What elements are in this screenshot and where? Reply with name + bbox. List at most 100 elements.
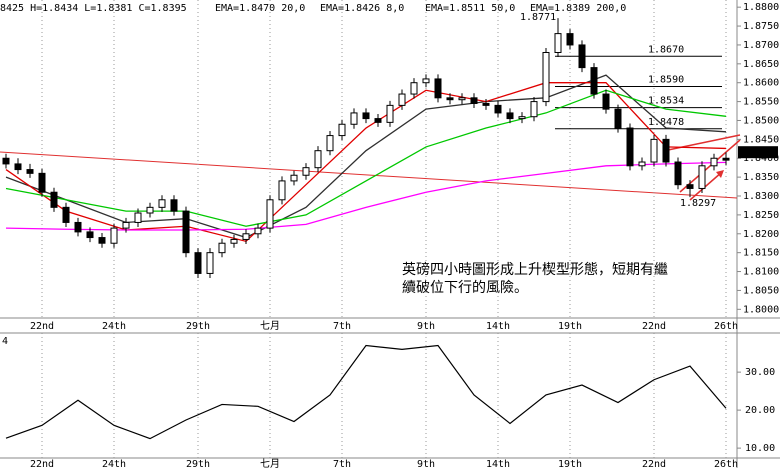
level-label: 1.8590: [648, 74, 684, 85]
x-tick-label: 19th: [558, 321, 582, 332]
candle-body: [218, 242, 226, 254]
candle-body: [578, 44, 586, 69]
candle-body: [338, 123, 346, 137]
candle-body: [122, 221, 130, 229]
y-tick-label: 1.8050: [743, 285, 779, 296]
candle-body: [254, 227, 262, 235]
last-price-badge: [738, 146, 778, 159]
candle-body: [86, 231, 94, 239]
x-tick-label: 29th: [186, 321, 210, 332]
candle-body: [2, 157, 10, 165]
candle-body: [290, 174, 298, 182]
legend-entry: EMA=1.8470 20,0: [215, 3, 305, 14]
legend-entry: EMA=1.8511 50,0: [425, 3, 515, 14]
candle-body: [14, 163, 22, 171]
candle-body: [314, 150, 322, 169]
y-tick-label: 1.8300: [743, 191, 779, 202]
y2-tick-label: 20.00: [745, 405, 775, 416]
candle-body: [566, 33, 574, 46]
y2-tick-label: 10.00: [745, 443, 775, 454]
legend-entry: EMA=1.8389 200,0: [530, 3, 626, 14]
candle-body: [470, 97, 478, 104]
x-tick-label: 14th: [486, 459, 510, 468]
y-tick-label: 1.8750: [743, 21, 779, 32]
y-tick-label: 1.8700: [743, 40, 779, 51]
legend-entry: EMA=1.8426 8,0: [320, 3, 404, 14]
candle-body: [62, 206, 70, 223]
level-label: 1.8670: [648, 44, 684, 55]
low-label: 1.8297: [680, 198, 716, 209]
x-tick-label: 22nd: [30, 459, 54, 468]
x-tick-label: 7th: [333, 459, 351, 468]
candle-body: [362, 112, 370, 120]
y-tick-label: 1.8650: [743, 59, 779, 70]
candle-body: [518, 116, 526, 120]
indicator-line: [5, 344, 727, 440]
candle-body: [434, 78, 442, 99]
level-label: 1.8534: [648, 96, 684, 107]
y-tick-label: 1.8800: [743, 2, 779, 13]
arrow-head: [716, 170, 724, 178]
candle-body: [74, 221, 82, 233]
candle-body: [182, 210, 190, 254]
y-tick-label: 1.8450: [743, 134, 779, 145]
candle-body: [170, 199, 178, 212]
candle-body: [158, 199, 166, 208]
y-tick-label: 1.8500: [743, 115, 779, 126]
candle-body: [410, 82, 418, 95]
last-price-label: 1.8416: [741, 147, 777, 158]
y-tick-label: 1.8400: [743, 153, 779, 164]
candle-body: [458, 97, 466, 101]
y-tick-label: 1.8150: [743, 248, 779, 259]
candle-body: [590, 67, 598, 95]
candle-body: [98, 237, 106, 244]
y-tick-label: 1.8000: [743, 304, 779, 315]
candle-body: [266, 199, 274, 229]
candle-body: [110, 227, 118, 244]
x-tick-label: 26th: [714, 459, 738, 468]
candle-body: [50, 191, 58, 208]
y2-tick-label: 30.00: [745, 367, 775, 378]
panel-label: 4: [2, 336, 8, 347]
candle-body: [602, 93, 610, 110]
y-tick-label: 1.8350: [743, 172, 779, 183]
candle-body: [278, 180, 286, 201]
x-tick-label: 22nd: [642, 321, 666, 332]
y-tick-label: 1.8250: [743, 210, 779, 221]
candle-body: [26, 169, 34, 174]
candle-body: [230, 238, 238, 244]
x-tick-label: 14th: [486, 321, 510, 332]
candle-body: [506, 112, 514, 120]
candle-body: [326, 135, 334, 152]
candle-body: [398, 93, 406, 106]
x-tick-label: 24th: [102, 321, 126, 332]
candle-body: [722, 157, 730, 161]
candle-body: [662, 138, 670, 163]
candle-body: [446, 97, 454, 101]
high-label: 1.8771: [520, 12, 556, 23]
x-tick-label: 22nd: [30, 321, 54, 332]
candle-body: [386, 104, 394, 123]
x-tick-label: 26th: [714, 321, 738, 332]
candle-body: [710, 157, 718, 167]
x-tick-label: 24th: [102, 459, 126, 468]
arrow: [689, 171, 723, 201]
candle-body: [206, 252, 214, 274]
x-tick-label: 9th: [417, 459, 435, 468]
candle-body: [530, 101, 538, 118]
candle-body: [350, 112, 358, 125]
candle-body: [698, 165, 706, 189]
y-tick-label: 1.8600: [743, 78, 779, 89]
x-tick-label: 七月: [260, 320, 280, 332]
x-tick-label: 七月: [260, 458, 280, 468]
candle-body: [614, 108, 622, 129]
candle-body: [650, 138, 658, 163]
candle-body: [626, 127, 634, 167]
candle-body: [542, 51, 550, 103]
candle-body: [422, 78, 430, 84]
x-tick-label: 22nd: [642, 459, 666, 468]
level-label: 1.8478: [648, 117, 684, 128]
candle-body: [194, 252, 202, 274]
